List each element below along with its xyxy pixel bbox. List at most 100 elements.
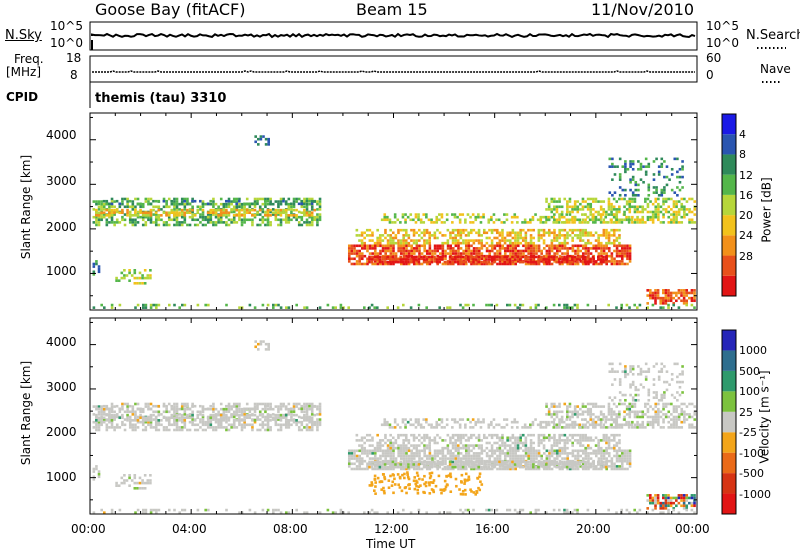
velocity-cell: [415, 436, 418, 440]
velocity-cell: [409, 418, 413, 421]
velocity-cell: [498, 454, 502, 458]
power-cell: [269, 202, 272, 206]
velocity-cell: [477, 457, 481, 460]
power-cell: [576, 303, 579, 307]
velocity-cell: [526, 460, 530, 464]
power-cell: [665, 183, 669, 187]
velocity-cell: [100, 410, 103, 414]
power-cell: [436, 254, 439, 258]
velocity-cell: [524, 441, 528, 445]
power-cell: [477, 234, 481, 237]
power-cell: [355, 228, 359, 232]
power-cell: [642, 165, 645, 168]
power-cell: [649, 291, 652, 295]
velocity-cell: [545, 463, 548, 466]
power-cell: [501, 228, 504, 232]
velocity-cell: [588, 423, 592, 427]
power-cell: [141, 214, 145, 217]
power-cell: [383, 255, 387, 259]
velocity-cell: [438, 465, 442, 469]
power-cell: [566, 205, 569, 209]
power-cell: [95, 260, 98, 263]
velocity-cell: [604, 465, 608, 469]
power-cell: [555, 218, 559, 222]
power-cell: [199, 213, 202, 216]
velocity-cell: [547, 433, 551, 437]
velocity-cell: [449, 449, 452, 453]
velocity-cell: [180, 415, 184, 419]
power-cell: [113, 200, 116, 203]
velocity-cell: [358, 454, 361, 458]
power-cell: [483, 257, 486, 261]
velocity-cell: [493, 441, 496, 445]
power-cell: [368, 252, 372, 255]
velocity-cell: [490, 452, 494, 455]
velocity-cell: [615, 441, 619, 445]
velocity-cell: [391, 463, 395, 466]
power-cell: [579, 208, 582, 211]
velocity-cell: [571, 420, 574, 424]
power-cell: [480, 239, 483, 242]
power-cell: [490, 244, 494, 248]
power-cell: [162, 205, 166, 209]
power-cell: [147, 202, 150, 206]
power-cell: [297, 215, 301, 219]
velocity-cell: [469, 436, 473, 440]
power-cell: [347, 249, 351, 253]
power-cell: [201, 200, 205, 203]
power-cell: [279, 214, 283, 217]
power-cell: [253, 215, 257, 219]
power-cell: [300, 218, 304, 222]
power-cell: [623, 205, 626, 209]
power-cell: [404, 260, 408, 264]
power-cell: [480, 244, 484, 248]
power-cell: [105, 208, 109, 212]
velocity-cell: [178, 416, 181, 420]
velocity-cell: [519, 433, 522, 437]
velocity-cell: [470, 449, 473, 453]
velocity-cell: [454, 446, 457, 450]
velocity-cell: [217, 413, 220, 417]
velocity-cell: [618, 446, 621, 450]
velocity-cell: [508, 446, 512, 450]
power-cell: [664, 296, 668, 300]
power-cell: [121, 208, 124, 212]
power-cell: [128, 199, 132, 203]
power-cell: [147, 214, 150, 217]
power-cell: [370, 258, 374, 261]
power-cell: [534, 306, 538, 309]
power-cell: [600, 244, 603, 248]
power-cell: [316, 202, 319, 206]
power-cell: [219, 218, 223, 222]
velocity-cell: [584, 446, 587, 450]
velocity-cell: [368, 452, 372, 455]
velocity-cell: [225, 416, 228, 420]
power-cell: [305, 197, 309, 201]
velocity-cell: [277, 407, 280, 411]
power-cell: [409, 218, 413, 222]
velocity-cell: [376, 457, 380, 460]
velocity-cell: [536, 423, 540, 427]
power-cell: [607, 239, 611, 242]
power-cell: [191, 205, 194, 209]
velocity-cell: [529, 457, 533, 460]
velocity-cell: [313, 413, 317, 417]
power-cell: [560, 213, 564, 216]
power-cell: [110, 197, 114, 201]
velocity-cell: [258, 402, 262, 406]
power-cell: [654, 205, 658, 209]
velocity-cell: [581, 449, 585, 453]
power-cell: [581, 239, 585, 242]
velocity-cell: [579, 441, 582, 445]
velocity-cell: [534, 418, 537, 421]
power-cell: [128, 205, 132, 209]
velocity-cell: [477, 439, 481, 442]
power-cell: [654, 215, 658, 219]
velocity-cell: [454, 441, 457, 445]
power-cell: [186, 197, 189, 201]
power-cell: [269, 221, 272, 224]
velocity-cell: [224, 404, 228, 408]
power-cell: [516, 215, 519, 219]
power-cell: [550, 249, 554, 253]
velocity-cell: [165, 426, 168, 429]
